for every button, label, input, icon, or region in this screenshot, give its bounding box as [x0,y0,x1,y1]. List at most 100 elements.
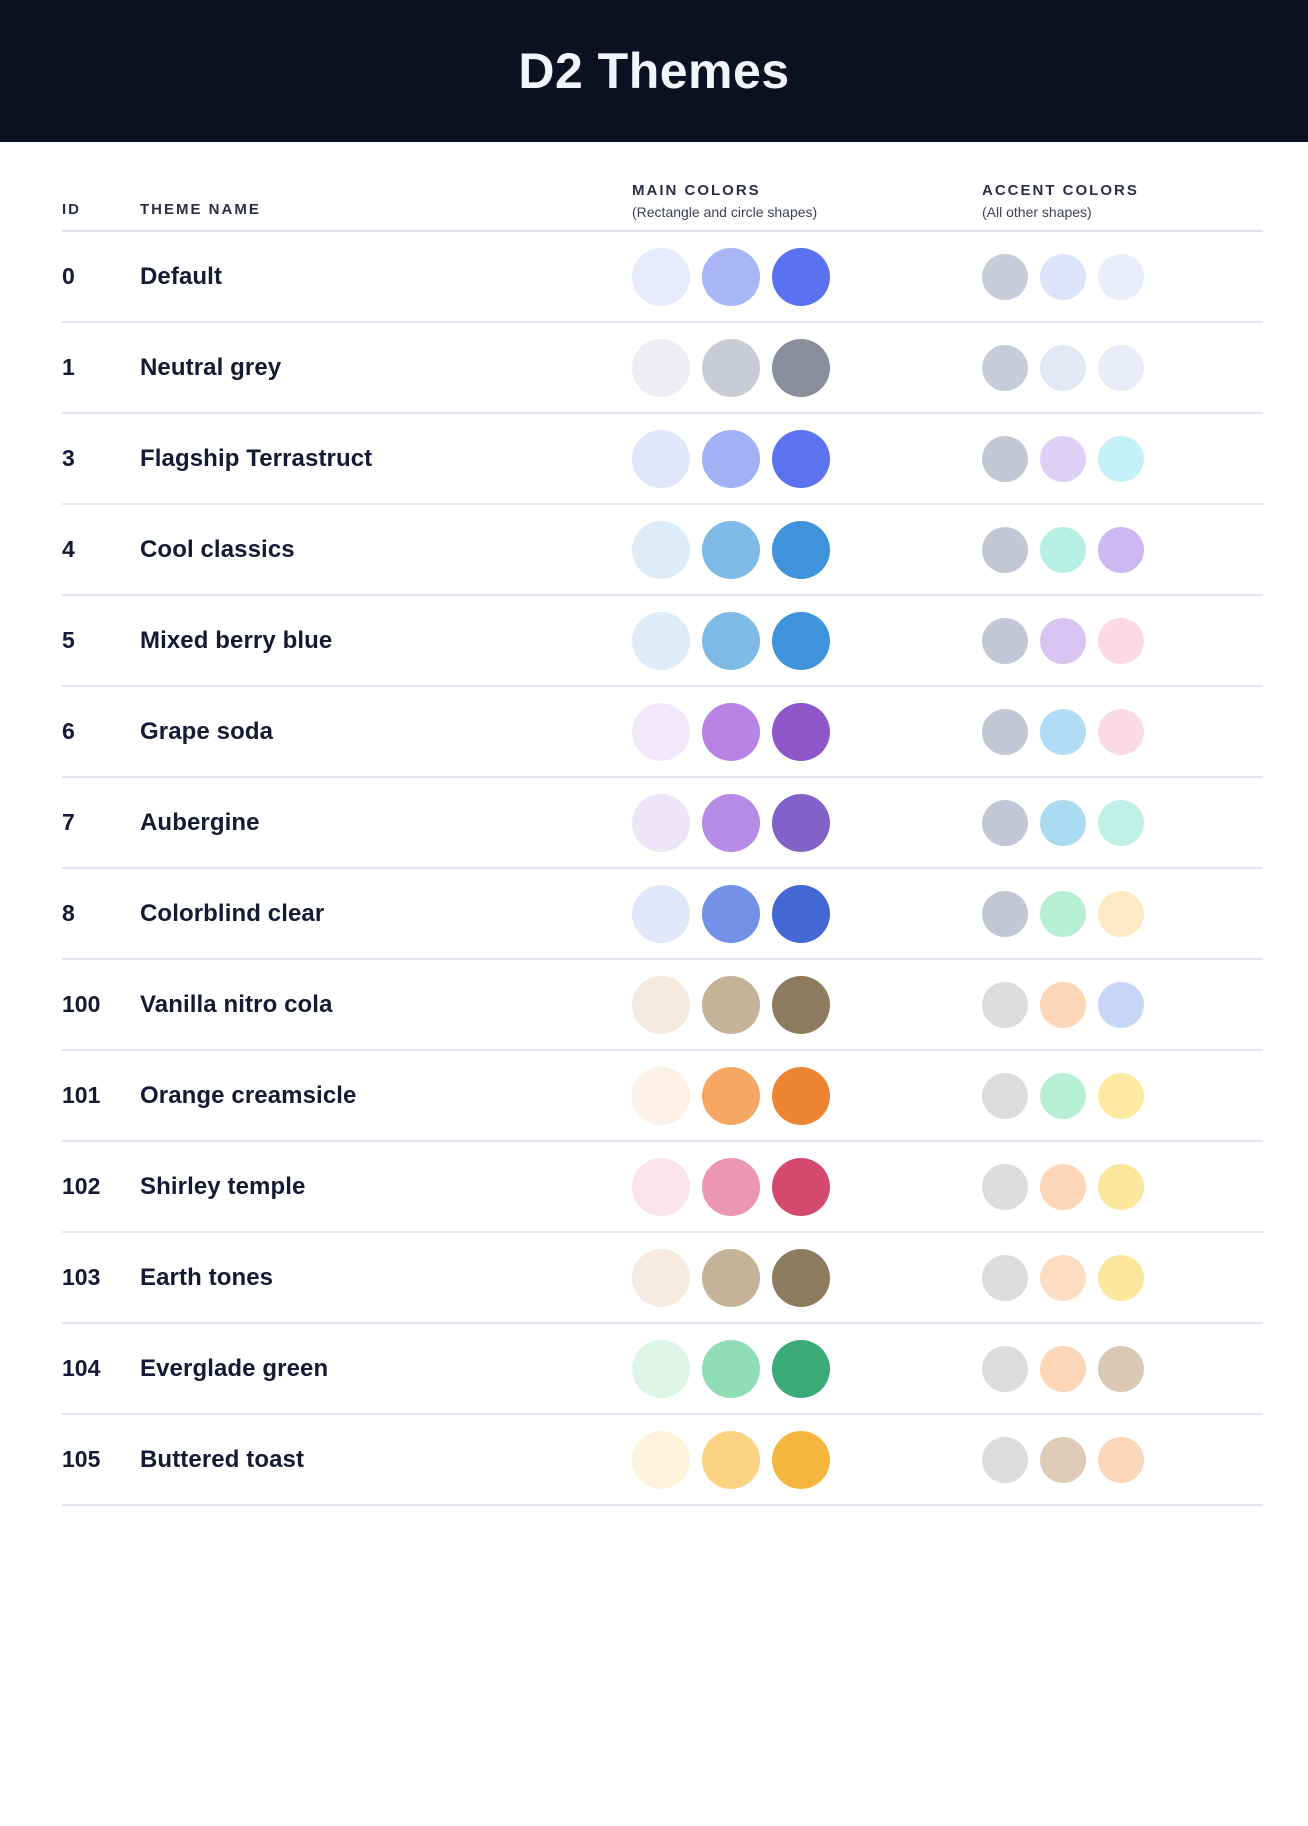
theme-name: Shirley temple [140,1172,306,1200]
theme-id: 103 [62,1264,101,1290]
main-color-swatch [632,793,690,852]
table-row[interactable]: 8 Colorblind clear [62,869,1263,960]
theme-name: Default [140,262,223,290]
main-color-swatch [772,611,830,670]
accent-color-swatch [1040,344,1086,391]
table-row[interactable]: 7 Aubergine [62,778,1263,869]
main-color-swatch [632,702,690,761]
table-row[interactable]: 100 Vanilla nitro cola [62,960,1263,1051]
main-color-swatches [632,884,982,943]
column-header-theme-name: THEME NAME [140,200,261,218]
main-color-swatch [702,1430,760,1489]
accent-color-swatch [1098,890,1144,937]
accent-color-swatch [982,1436,1028,1483]
theme-id: 1 [62,354,75,380]
table-row[interactable]: 105 Buttered toast [62,1415,1263,1506]
accent-color-swatches [982,708,1243,755]
accent-color-swatch [982,1072,1028,1119]
page-title: D2 Themes [518,43,790,99]
table-row[interactable]: 101 Orange creamsicle [62,1051,1263,1142]
accent-color-swatch [982,799,1028,846]
main-color-swatch [702,429,760,488]
main-color-swatch [632,1339,690,1398]
accent-color-swatch [1098,981,1144,1028]
accent-color-swatch [1040,1254,1086,1301]
theme-name: Vanilla nitro cola [140,990,333,1018]
accent-color-swatch [1098,1345,1144,1392]
accent-color-swatch [982,253,1028,300]
main-color-swatch [772,1430,830,1489]
table-row[interactable]: 6 Grape soda [62,687,1263,778]
accent-color-swatches [982,1072,1243,1119]
column-header-accent-colors-sublabel: (All other shapes) [982,204,1092,220]
accent-color-swatch [1040,526,1086,573]
table-row[interactable]: 4 Cool classics [62,505,1263,596]
main-color-swatches [632,702,982,761]
accent-color-swatch [982,526,1028,573]
main-color-swatch [772,1157,830,1216]
accent-color-swatch [1098,435,1144,482]
column-header-main-colors-label: MAIN COLORS [632,181,761,199]
main-color-swatch [702,247,760,306]
main-color-swatch [632,884,690,943]
theme-id: 4 [62,536,75,562]
column-header-id: ID [62,200,81,218]
main-color-swatch [702,975,760,1034]
main-color-swatch [772,1339,830,1398]
main-color-swatch [632,338,690,397]
page-header-banner: D2 Themes [0,0,1308,142]
accent-color-swatch [982,1163,1028,1210]
theme-name: Grape soda [140,717,274,745]
theme-id: 100 [62,991,101,1017]
theme-id: 5 [62,627,75,653]
theme-id: 0 [62,263,75,289]
table-body: 0 Default 1 Neutral grey 3 Flagship Terrastru… [62,232,1263,1506]
main-color-swatch [702,611,760,670]
main-color-swatch [772,702,830,761]
theme-id: 101 [62,1082,101,1108]
table-row[interactable]: 3 Flagship Terrastruct [62,414,1263,505]
accent-color-swatch [982,890,1028,937]
accent-color-swatch [1040,253,1086,300]
accent-color-swatches [982,981,1243,1028]
accent-color-swatch [1040,1436,1086,1483]
table-row[interactable]: 104 Everglade green [62,1324,1263,1415]
accent-color-swatch [1098,617,1144,664]
accent-color-swatch [1040,981,1086,1028]
main-color-swatch [702,520,760,579]
main-color-swatches [632,793,982,852]
main-color-swatches [632,611,982,670]
main-color-swatches [632,975,982,1034]
accent-color-swatch [1040,890,1086,937]
accent-color-swatch [982,981,1028,1028]
accent-color-swatch [1098,253,1144,300]
accent-color-swatch [1040,799,1086,846]
accent-color-swatch [1040,1072,1086,1119]
table-row[interactable]: 103 Earth tones [62,1233,1263,1324]
accent-color-swatches [982,799,1243,846]
accent-color-swatch [1040,1345,1086,1392]
main-color-swatch [772,1066,830,1125]
main-color-swatch [772,338,830,397]
accent-color-swatch [1040,617,1086,664]
table-row[interactable]: 5 Mixed berry blue [62,596,1263,687]
accent-color-swatch [982,435,1028,482]
accent-color-swatches [982,1436,1243,1483]
main-color-swatch [632,429,690,488]
accent-color-swatches [982,890,1243,937]
main-color-swatch [632,611,690,670]
accent-color-swatch [982,617,1028,664]
accent-color-swatches [982,1254,1243,1301]
table-row[interactable]: 102 Shirley temple [62,1142,1263,1233]
table-row[interactable]: 1 Neutral grey [62,323,1263,414]
accent-color-swatches [982,1345,1243,1392]
accent-color-swatch [982,1254,1028,1301]
accent-color-swatch [1098,1436,1144,1483]
main-color-swatch [632,1066,690,1125]
accent-color-swatches [982,344,1243,391]
table-row[interactable]: 0 Default [62,232,1263,323]
main-color-swatch [772,1248,830,1307]
main-color-swatches [632,1248,982,1307]
main-color-swatch [702,1066,760,1125]
theme-id: 8 [62,900,75,926]
